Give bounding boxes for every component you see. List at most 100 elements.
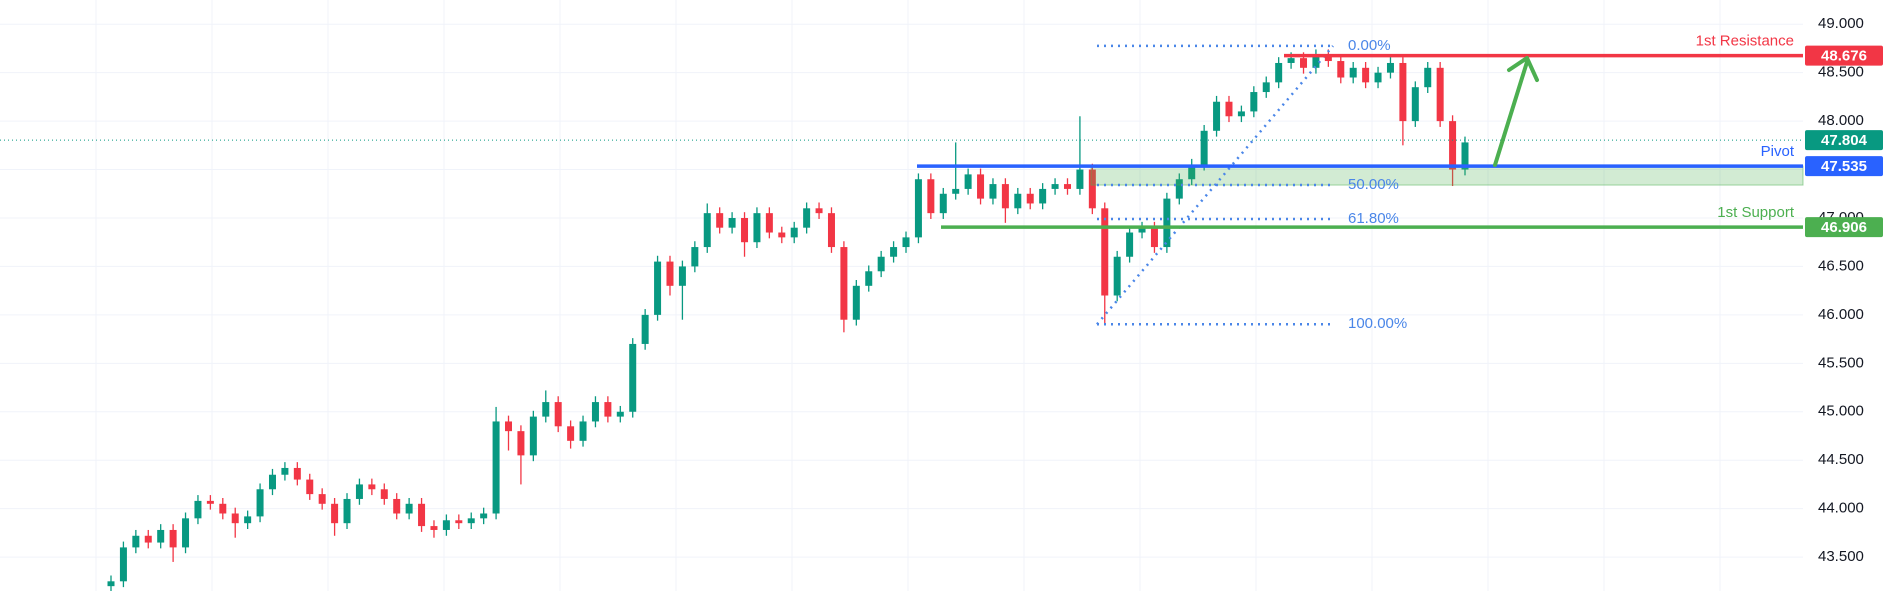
support-zone	[1090, 165, 1804, 186]
candle-body	[765, 213, 773, 233]
price-tag-label: 48.676	[1821, 48, 1867, 65]
projection-arrow	[1493, 56, 1539, 167]
candle-body	[1275, 62, 1283, 83]
candle-body	[1399, 62, 1407, 122]
y-tick-label: 49.000	[1818, 15, 1864, 32]
candle-body	[529, 416, 537, 456]
candle-body	[132, 535, 140, 548]
fib-trend-line	[1096, 45, 1334, 326]
fib-label: 100.00%	[1348, 315, 1407, 332]
candle-body	[1411, 87, 1419, 122]
candle-body	[355, 484, 363, 499]
candle-body	[1424, 67, 1432, 88]
candle-body	[1386, 62, 1394, 73]
price-tag-label: 46.906	[1821, 219, 1867, 236]
candle-body	[852, 285, 860, 320]
candle-body	[467, 518, 475, 524]
candle-body	[654, 261, 662, 315]
candle-body	[318, 494, 326, 504]
candle-body	[629, 343, 637, 412]
candle-body	[405, 503, 413, 514]
candle-body	[1349, 67, 1357, 78]
candle-body	[1126, 232, 1134, 257]
candle-body	[716, 213, 724, 228]
fib-label: 0.00%	[1348, 37, 1391, 54]
candle-body	[368, 484, 376, 490]
candle-body	[442, 520, 450, 530]
candle-body	[194, 500, 202, 519]
level-name: 1st Resistance	[1696, 33, 1794, 50]
candle-body	[865, 271, 873, 286]
candle-body	[567, 426, 575, 441]
y-tick-label: 45.000	[1818, 403, 1864, 420]
candle-body	[728, 217, 736, 228]
candle-body	[119, 547, 127, 582]
candle-body	[182, 518, 190, 548]
y-tick-label: 48.000	[1818, 112, 1864, 129]
candle-body	[877, 256, 885, 272]
candle-body	[231, 513, 239, 524]
candle-body	[604, 402, 612, 417]
candle-body	[505, 421, 513, 432]
level-name: 1st Support	[1717, 204, 1795, 221]
candle-body	[268, 474, 276, 490]
candle-body	[380, 489, 388, 499]
candle-body	[306, 479, 314, 495]
candle-body	[1175, 179, 1183, 199]
candle-body	[890, 247, 898, 257]
candle-body	[902, 237, 910, 248]
price-tag-label: 47.535	[1821, 158, 1867, 175]
price-tag	[1805, 156, 1883, 177]
candle-body	[331, 503, 339, 524]
candle-body	[1237, 111, 1245, 117]
candle-body	[1051, 184, 1059, 189]
candle-body	[815, 208, 823, 214]
candle-body	[517, 431, 525, 456]
candle-body	[1213, 101, 1221, 131]
candle-body	[989, 184, 997, 199]
y-tick-label: 45.500	[1818, 354, 1864, 371]
candle-body	[1362, 67, 1370, 83]
candle-body	[281, 467, 289, 475]
candle-body	[964, 174, 972, 189]
candle-body	[256, 489, 264, 517]
price-tag	[1805, 130, 1883, 151]
candle-body	[1026, 193, 1034, 204]
candle-body	[703, 213, 711, 248]
candle-body	[1001, 184, 1009, 209]
candle-body	[1374, 72, 1382, 83]
candle-body	[1287, 58, 1295, 63]
candle-body	[492, 421, 500, 514]
candle-body	[616, 411, 624, 417]
candle-body	[641, 314, 649, 344]
candle-body	[914, 179, 922, 238]
fib-label: 50.00%	[1348, 176, 1399, 193]
candle-body	[939, 193, 947, 214]
candle-body	[1436, 67, 1444, 122]
y-tick-label: 44.000	[1818, 500, 1864, 517]
candle-body	[778, 232, 786, 238]
candle-body	[1163, 198, 1171, 248]
candle-body	[977, 174, 985, 199]
candle-body	[741, 217, 749, 243]
candle-body	[1076, 169, 1084, 189]
candle-body	[1250, 92, 1258, 112]
candle-body	[157, 529, 165, 543]
candle-body	[1312, 55, 1320, 68]
candle-body	[480, 513, 488, 519]
candle-body	[1188, 164, 1196, 180]
y-tick-label: 48.500	[1818, 64, 1864, 81]
candle-body	[803, 208, 811, 228]
candle-body	[144, 535, 152, 543]
candle-body	[579, 421, 587, 441]
candle-body	[1324, 55, 1332, 62]
candle-body	[1461, 142, 1469, 170]
candle-body	[1014, 193, 1022, 209]
candle-body	[554, 402, 562, 427]
candle-body	[678, 266, 686, 286]
candle-body	[293, 467, 301, 480]
candle-body	[107, 581, 115, 587]
y-tick-label: 44.500	[1818, 451, 1864, 468]
